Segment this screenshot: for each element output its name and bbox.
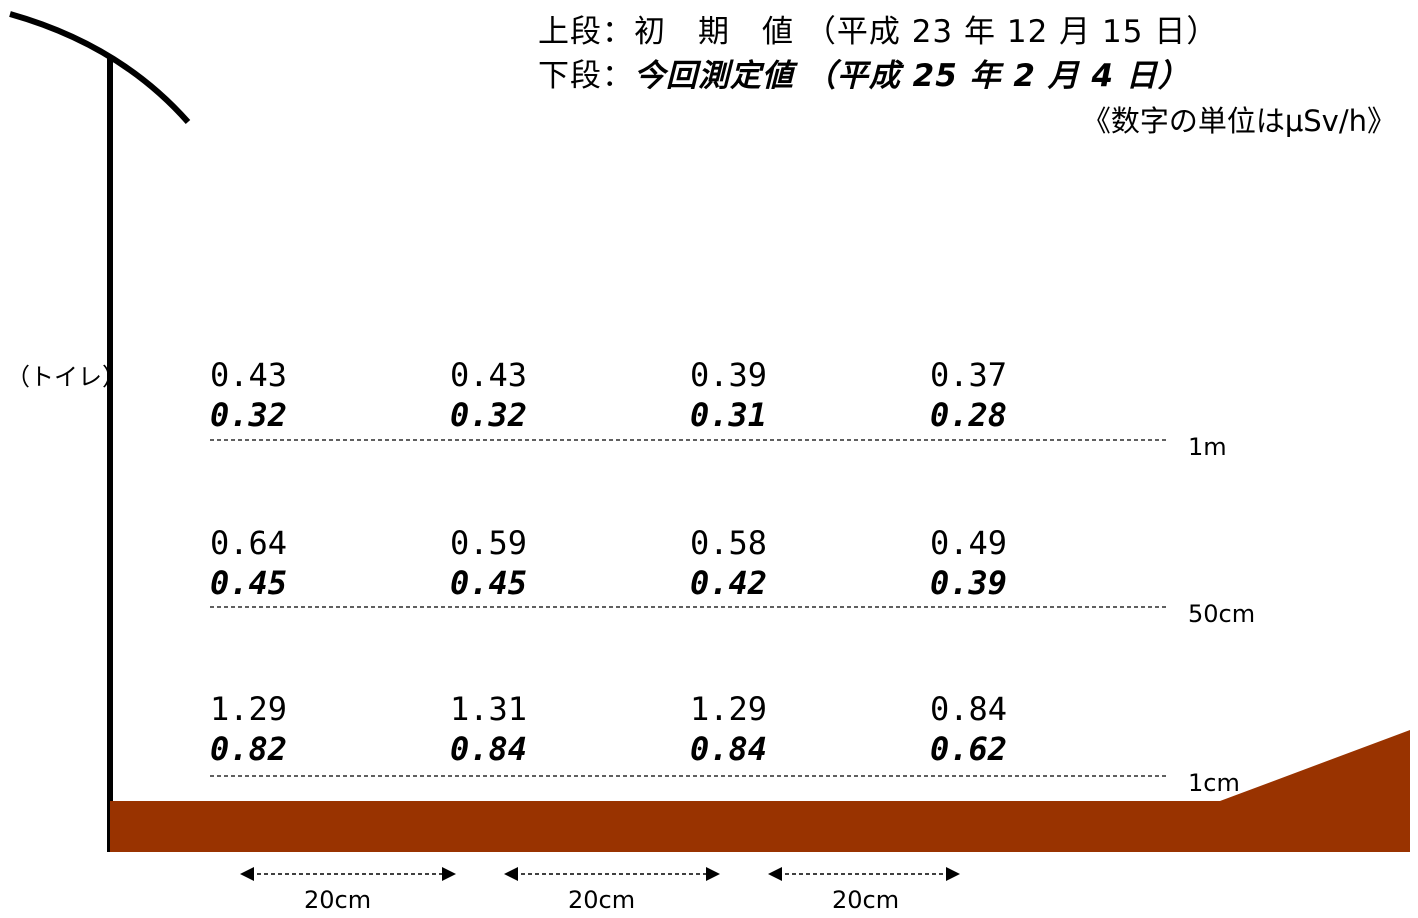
- value-current-50cm-3: 0.42: [690, 564, 768, 602]
- value-initial-1m-4: 0.37: [930, 356, 1008, 394]
- value-current-50cm-2: 0.45: [450, 564, 528, 602]
- legend-lower-date: （平成 25 年 2 月 4 日）: [804, 58, 1190, 94]
- value-current-1m-3: 0.31: [690, 396, 768, 434]
- value-current-1m-1: 0.32: [210, 396, 288, 434]
- value-initial-50cm-3: 0.58: [690, 524, 768, 562]
- legend-lower-label: 今回測定値: [634, 58, 794, 94]
- value-initial-50cm-2: 0.59: [450, 524, 528, 562]
- value-initial-50cm-1: 0.64: [210, 524, 288, 562]
- roof-arc: [9, 11, 191, 124]
- legend-upper-label: 初 期 値: [634, 14, 794, 50]
- spacing-label-2: 20cm: [568, 886, 636, 914]
- spacing-label-3: 20cm: [832, 886, 900, 914]
- value-initial-1m-1: 0.43: [210, 356, 288, 394]
- height-label-50cm: 50cm: [1188, 600, 1256, 628]
- ground-slab: [110, 730, 1410, 852]
- legend-lower: 下段：今回測定値 （平成 25 年 2 月 4 日）: [538, 58, 1190, 94]
- spacing-arrow-3: [768, 867, 960, 881]
- spacing-arrow-1: [240, 867, 456, 881]
- legend-lower-prefix: 下段：: [538, 58, 634, 94]
- value-initial-1cm-4: 0.84: [930, 690, 1008, 728]
- legend-upper: 上段：初 期 値 （平成 23 年 12 月 15 日）: [538, 14, 1218, 50]
- value-initial-1cm-3: 1.29: [690, 690, 768, 728]
- value-current-50cm-4: 0.39: [930, 564, 1008, 602]
- height-label-1cm: 1cm: [1188, 769, 1240, 797]
- legend-upper-prefix: 上段：: [538, 14, 634, 50]
- wall-label-toilet: （トイレ）: [6, 363, 126, 391]
- legend-upper-date: （平成 23 年 12 月 15 日）: [804, 14, 1219, 50]
- value-current-1m-4: 0.28: [930, 396, 1008, 434]
- spacing-label-1: 20cm: [304, 886, 372, 914]
- value-current-50cm-1: 0.45: [210, 564, 288, 602]
- height-label-1m: 1m: [1188, 433, 1227, 461]
- value-current-1cm-4: 0.62: [930, 730, 1008, 768]
- value-initial-1m-3: 0.39: [690, 356, 768, 394]
- value-current-1m-2: 0.32: [450, 396, 528, 434]
- value-current-1cm-1: 0.82: [210, 730, 288, 768]
- value-initial-50cm-4: 0.49: [930, 524, 1008, 562]
- value-initial-1m-2: 0.43: [450, 356, 528, 394]
- value-initial-1cm-2: 1.31: [450, 690, 528, 728]
- value-current-1cm-2: 0.84: [450, 730, 528, 768]
- unit-note: 《数字の単位はμSv/h》: [1081, 104, 1396, 138]
- value-current-1cm-3: 0.84: [690, 730, 768, 768]
- spacing-arrow-2: [504, 867, 720, 881]
- value-initial-1cm-1: 1.29: [210, 690, 288, 728]
